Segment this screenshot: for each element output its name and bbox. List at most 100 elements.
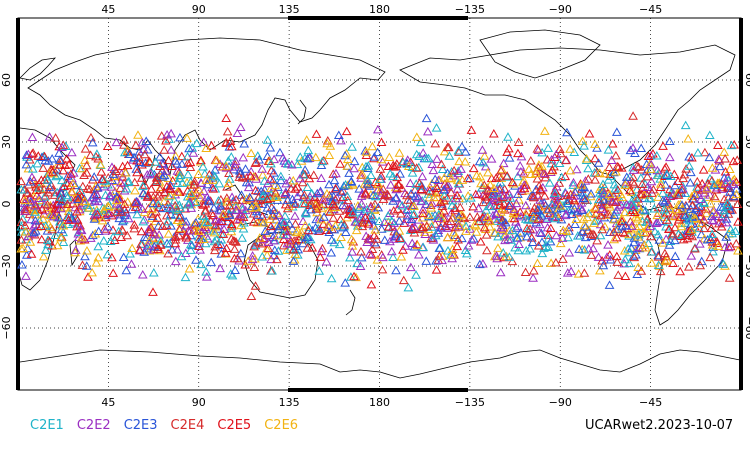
observation-marker xyxy=(417,171,428,181)
observation-marker xyxy=(645,231,656,241)
observation-marker xyxy=(328,199,338,208)
observation-marker xyxy=(421,153,432,163)
observation-marker xyxy=(210,241,221,251)
observation-marker xyxy=(698,214,709,224)
observation-marker xyxy=(466,193,476,202)
observation-marker xyxy=(432,183,442,193)
observation-marker xyxy=(58,237,69,247)
observation-marker xyxy=(630,212,641,221)
observation-marker xyxy=(195,157,206,166)
observation-marker xyxy=(394,148,405,157)
observation-marker xyxy=(279,217,290,226)
observation-marker xyxy=(87,137,98,147)
observation-marker xyxy=(650,226,660,236)
observation-marker xyxy=(208,184,219,193)
product-stamp: UCARwet2.2023-10-07 xyxy=(585,418,734,433)
right-lat-label: 60 xyxy=(743,73,750,87)
observation-marker xyxy=(96,167,107,176)
observation-marker xyxy=(413,192,423,201)
observation-marker xyxy=(43,239,53,249)
observation-marker xyxy=(206,257,217,267)
left-lat-label: −60 xyxy=(0,316,13,339)
observation-marker xyxy=(182,133,192,142)
observation-marker xyxy=(336,187,347,196)
observation-marker xyxy=(534,219,545,229)
graticule xyxy=(18,18,741,390)
observation-marker xyxy=(528,192,539,202)
observation-marker xyxy=(287,194,298,203)
observation-marker xyxy=(201,272,212,281)
observation-marker xyxy=(448,227,459,237)
observation-marker xyxy=(40,245,51,254)
observation-marker xyxy=(77,260,88,269)
observation-marker xyxy=(660,248,670,258)
observation-marker xyxy=(462,173,473,183)
observation-marker xyxy=(370,199,380,208)
observation-marker xyxy=(100,226,111,235)
observation-marker xyxy=(86,132,96,142)
observation-marker xyxy=(421,113,432,123)
observation-marker xyxy=(206,140,217,150)
observation-marker xyxy=(16,176,26,186)
observation-marker xyxy=(528,273,538,282)
observation-marker xyxy=(713,241,724,251)
observation-marker xyxy=(442,168,453,177)
observation-marker xyxy=(347,247,358,256)
observation-marker xyxy=(403,282,414,292)
observation-marker xyxy=(498,158,509,168)
observation-marker xyxy=(129,223,140,233)
observation-marker xyxy=(223,178,234,187)
observation-marker xyxy=(37,152,47,161)
observation-marker xyxy=(571,214,582,223)
observation-marker xyxy=(598,189,609,199)
observation-marker xyxy=(222,126,233,136)
observation-marker xyxy=(406,214,417,224)
observation-marker xyxy=(218,229,229,238)
observation-marker xyxy=(439,173,450,182)
observation-marker xyxy=(555,148,566,158)
observation-marker xyxy=(68,178,78,188)
observation-marker xyxy=(89,195,100,205)
observation-marker xyxy=(522,223,532,232)
observation-marker xyxy=(432,154,442,163)
observation-marker xyxy=(489,251,500,261)
observation-marker xyxy=(310,152,321,162)
left-lat-label: 0 xyxy=(0,201,13,208)
observation-marker xyxy=(268,235,279,245)
observation-marker xyxy=(304,222,315,232)
observation-marker xyxy=(388,252,398,261)
observation-marker xyxy=(726,140,737,150)
observation-marker xyxy=(129,198,140,207)
observation-marker xyxy=(21,159,32,169)
observation-marker xyxy=(469,219,480,229)
observation-marker xyxy=(504,252,515,261)
observation-marker xyxy=(724,164,735,174)
observation-marker xyxy=(314,266,325,275)
observation-marker xyxy=(20,195,30,205)
observation-marker xyxy=(220,248,231,257)
observation-marker xyxy=(130,185,140,195)
observation-marker xyxy=(533,240,544,250)
observation-marker xyxy=(532,258,543,267)
observation-marker xyxy=(340,150,350,160)
observation-marker xyxy=(714,161,725,171)
observation-marker xyxy=(652,165,663,175)
observation-marker xyxy=(721,214,732,223)
observation-marker xyxy=(431,187,442,197)
observation-marker xyxy=(421,221,432,230)
observation-marker xyxy=(713,154,724,163)
observation-marker xyxy=(198,161,208,171)
observation-marker xyxy=(156,236,166,245)
observation-marker xyxy=(664,136,675,146)
observation-marker xyxy=(202,179,213,189)
observation-marker xyxy=(555,238,566,248)
observation-marker xyxy=(671,204,681,214)
observation-marker xyxy=(641,227,651,237)
observation-marker xyxy=(356,198,367,208)
observation-marker xyxy=(409,221,420,231)
observation-marker xyxy=(437,201,448,210)
observation-marker xyxy=(228,164,239,174)
observation-marker xyxy=(290,199,301,208)
observation-marker xyxy=(645,164,656,173)
observation-marker xyxy=(230,265,240,275)
